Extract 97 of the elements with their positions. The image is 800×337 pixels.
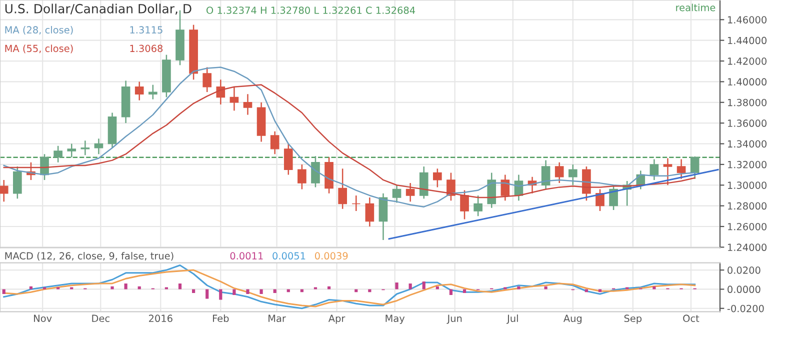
candlestick [270, 130, 280, 155]
y-tick-label: 1.30000 [728, 182, 767, 189]
x-tick-label: Sep [624, 314, 642, 324]
text: MA (55, close) [5, 44, 73, 54]
x-tick-label: Apr [328, 314, 346, 324]
candlestick [378, 192, 388, 241]
candlestick [13, 166, 22, 200]
candlestick [311, 156, 320, 188]
text: 0.0039 [314, 252, 348, 260]
x-tick-label: Aug [563, 314, 582, 324]
candlestick [460, 190, 469, 220]
candlestick [446, 172, 456, 202]
y-tick-label: 1.42000 [728, 57, 767, 65]
candlestick [230, 86, 239, 112]
x-tick-label: Mar [268, 314, 286, 322]
bar [300, 289, 304, 292]
bar [395, 282, 398, 290]
x-tick-label: Oct [683, 314, 700, 322]
bar [232, 289, 236, 295]
x-tick-label: Dec [92, 314, 110, 322]
candlestick [54, 145, 62, 163]
bar [408, 283, 412, 290]
y-tick-label: -0.0200 [727, 304, 764, 312]
candlestick [676, 158, 686, 180]
bar [110, 286, 114, 290]
bar [2, 289, 6, 294]
bar [246, 289, 250, 294]
candlestick [338, 168, 347, 210]
candlestick [202, 66, 212, 93]
bar [192, 289, 196, 294]
candlestick [352, 194, 361, 212]
chart-title: U.S. Dollar/Canadian Dollar, D [5, 4, 192, 15]
y-tick-label: 1.36000 [728, 120, 767, 127]
x-tick-label: 2016 [148, 314, 172, 322]
candlestick [67, 143, 76, 158]
y-tick-label: 0.0000 [728, 286, 760, 294]
candlestick [568, 164, 578, 186]
annotation: O 1.32374 H 1.32780 L 1.32261 C 1.32684 [206, 6, 416, 14]
x-tick-label: Jun [446, 314, 462, 324]
text: 0.0051 [272, 252, 306, 260]
y-tick-label: 1.24000 [728, 244, 767, 252]
annotation: 1.3115 [130, 26, 162, 34]
candlestick [406, 182, 415, 202]
candlestick [433, 168, 442, 188]
candlestick [474, 194, 482, 217]
y-tick-label: 1.40000 [728, 78, 767, 86]
bar [206, 289, 209, 299]
candlestick [650, 158, 659, 181]
bar [598, 289, 602, 292]
y-tick-label: 1.32000 [728, 160, 767, 168]
candlestick [365, 196, 374, 228]
candlestick [663, 158, 672, 186]
bar [260, 289, 263, 294]
candlestick [419, 166, 428, 200]
y-tick-label: 1.26000 [728, 222, 767, 230]
bar [219, 289, 222, 300]
candlestick [216, 79, 226, 106]
candlestick [0, 179, 8, 202]
x-tick-label: Feb [212, 314, 229, 322]
bar [422, 282, 426, 290]
candlestick [134, 81, 144, 101]
candlestick [392, 184, 402, 204]
bar [517, 286, 520, 290]
candlestick [500, 174, 510, 202]
candlestick [148, 84, 158, 100]
annotation: 1.3068 [130, 44, 163, 52]
annotation: realtime [676, 4, 716, 12]
candlestick [487, 172, 496, 209]
x-tick-label: Jul [506, 314, 518, 324]
y-tick-label: 1.46000 [728, 16, 767, 24]
legend-title: MACD (12, 26, close, 9, false, true) [5, 252, 174, 261]
candlestick [284, 143, 293, 176]
bar [286, 289, 290, 292]
candlestick [94, 138, 104, 155]
bar [462, 289, 466, 294]
y-tick-label: 1.38000 [728, 98, 767, 106]
text: MA (28, close) [5, 26, 73, 35]
bar [354, 289, 358, 292]
bar [273, 289, 276, 294]
y-tick-label: 1.28000 [728, 202, 767, 210]
y-tick-label: 1.34000 [728, 140, 767, 148]
text: 0.0011 [230, 252, 263, 260]
candlestick [541, 160, 550, 190]
candlestick [243, 93, 252, 116]
bar [584, 289, 588, 292]
bar [124, 283, 128, 290]
candlestick [80, 140, 90, 156]
candlestick [298, 164, 306, 190]
candlestick [554, 162, 564, 184]
bar [449, 289, 453, 295]
y-tick-label: 0.0200 [728, 266, 760, 274]
bar [178, 283, 182, 290]
bar [368, 289, 372, 292]
y-tick-label: 1.44000 [728, 36, 767, 44]
x-tick-label: Nov [34, 314, 52, 322]
candlestick [690, 156, 700, 180]
x-tick-label: May [386, 314, 405, 324]
